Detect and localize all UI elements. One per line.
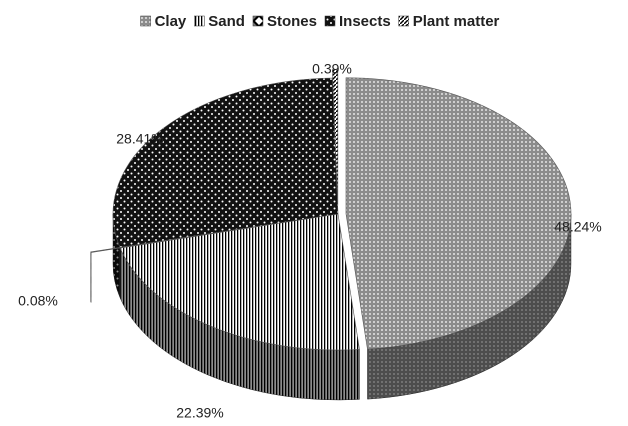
slice-tops <box>90 69 572 351</box>
pie-slice <box>112 77 339 248</box>
data-labels: 48.24% 22.39% 0.08% 28.41% 0.39% <box>18 61 602 421</box>
legend-item: Stones <box>252 13 317 30</box>
legend-swatch <box>140 15 151 27</box>
legend-label: Sand <box>208 13 245 30</box>
legend-swatch <box>398 15 409 27</box>
legend-swatch <box>252 15 264 27</box>
legend-swatch <box>324 15 336 27</box>
legend-item: Insects <box>324 13 391 30</box>
legend-item: Sand <box>194 13 245 30</box>
legend-label: Stones <box>267 13 317 30</box>
legend-item: Plant matter <box>398 13 500 30</box>
data-label: 0.08% <box>18 293 58 309</box>
legend: Clay Sand Stones Insects Plant matter <box>140 13 500 30</box>
data-label: 48.24% <box>554 219 601 235</box>
pie-slice <box>345 77 572 350</box>
slice-side-shade <box>113 214 120 298</box>
legend-label: Clay <box>155 13 187 30</box>
data-label: 28.41% <box>116 131 163 147</box>
legend-swatch <box>194 15 205 27</box>
legend-label: Insects <box>339 13 391 30</box>
pie-slice <box>119 213 360 351</box>
slice-side-shade <box>367 213 571 400</box>
legend-label: Plant matter <box>413 13 500 30</box>
pie-slice <box>331 69 339 206</box>
slice-side-shade <box>120 248 360 400</box>
data-label: 22.39% <box>176 405 223 421</box>
data-label: 0.39% <box>312 61 352 77</box>
legend-item: Clay <box>140 13 187 30</box>
